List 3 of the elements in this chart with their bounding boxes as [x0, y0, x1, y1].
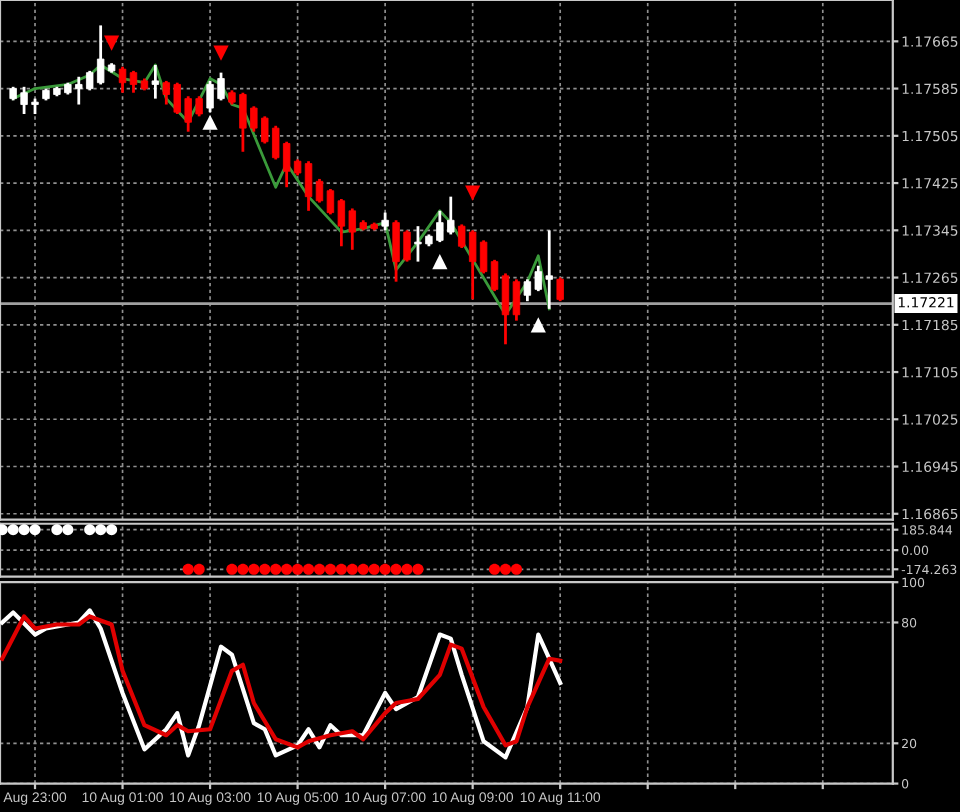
candlestick: [151, 63, 160, 101]
candlestick: [118, 65, 127, 95]
candlestick: [556, 276, 564, 303]
